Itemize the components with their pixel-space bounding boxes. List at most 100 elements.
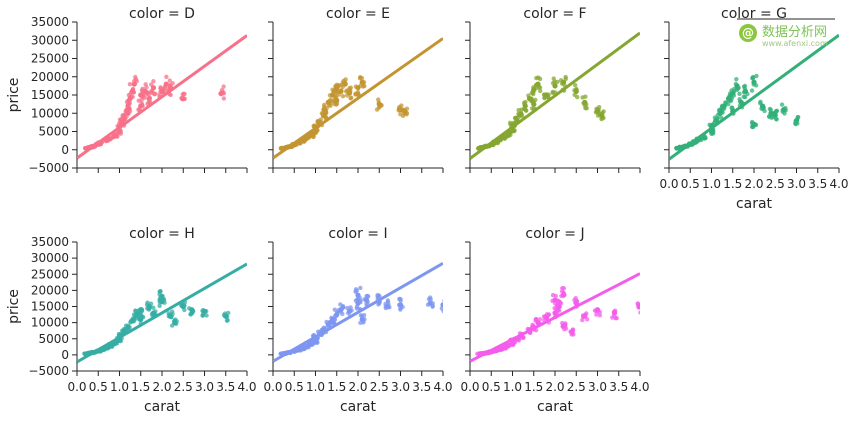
facet-panel: color = G 0.0 0.5 1.0 1.5 2.0 2.5 3.0 3.5 4.0 cara… (659, 6, 848, 212)
scatter-point-jitter (442, 299, 443, 303)
scatter-point-jitter (224, 318, 230, 323)
scatter-point (738, 99, 744, 105)
x-axis-label: carat (340, 399, 377, 415)
scatter-point (342, 81, 348, 87)
scatter-point (325, 99, 331, 105)
x-tick-label: 0.5 (482, 380, 501, 394)
x-tick-label: 2.0 (348, 380, 367, 394)
facet-title: color = J (525, 226, 584, 242)
scatter-point (376, 101, 382, 107)
scatter-point (573, 88, 579, 94)
x-tick-label: 0.0 (67, 380, 86, 394)
scatter-point (355, 300, 361, 306)
scatter-point (363, 297, 370, 303)
regression-line (470, 31, 640, 160)
watermark-url: www.afenxi.com (762, 39, 828, 48)
scatter-point (543, 315, 550, 321)
scatter-point-jitter (361, 313, 367, 318)
scatter-point (721, 103, 727, 109)
regression-line (77, 34, 247, 160)
x-tick-label: 1.0 (306, 380, 325, 394)
scatter-point (717, 110, 723, 116)
scatter-point (189, 307, 195, 313)
regression-line (470, 272, 640, 363)
y-tick-label: 15000 (31, 88, 69, 102)
x-tick-label: 1.0 (503, 380, 522, 394)
y-tick-label: 25000 (31, 267, 69, 281)
scatter-point-jitter (742, 83, 748, 89)
scatter-point (334, 97, 340, 104)
scatter-point-jitter (151, 79, 156, 84)
scatter-point (730, 90, 736, 96)
facet-title: color = I (328, 226, 387, 242)
y-tick-label: −5000 (28, 161, 69, 175)
scatter-point (150, 310, 157, 316)
scatter-point-jitter (583, 94, 588, 99)
scatter-point-jitter (375, 293, 380, 298)
scatter-point-jitter (348, 85, 353, 90)
scatter-point (556, 303, 562, 310)
scatter-point (121, 116, 127, 122)
plot-area (77, 34, 247, 160)
scatter-point-jitter (365, 293, 370, 299)
scatter-point (355, 85, 361, 91)
scatter-point (582, 313, 588, 319)
scatter-point (355, 292, 361, 298)
scatter-point-jitter (188, 312, 193, 317)
x-tick-label: 0.5 (285, 380, 304, 394)
x-tick-label: 1.5 (131, 380, 150, 394)
y-tick-label: 0 (61, 143, 69, 157)
scatter-point-jitter (167, 78, 172, 83)
scatter-point-jitter (358, 74, 363, 80)
scatter-point (201, 308, 208, 314)
scatter-point-jitter (749, 88, 755, 93)
scatter-point-jitter (572, 83, 578, 88)
x-tick-label: 3.0 (588, 380, 607, 394)
facet-panel: color = E (268, 6, 444, 173)
scatter-point (427, 300, 433, 306)
scatter-point (793, 117, 800, 124)
x-tick-label: 0.0 (263, 380, 282, 394)
scatter-point-jitter (573, 295, 578, 301)
scatter-point-jitter (779, 102, 785, 107)
scatter-point (385, 303, 391, 310)
scatter-point (531, 101, 537, 107)
x-tick-label: 0.0 (659, 177, 678, 191)
watermark-logo-icon (739, 24, 757, 42)
regression-line (77, 262, 247, 364)
x-tick-label: 0.5 (89, 380, 108, 394)
scatter-point-jitter (353, 92, 358, 97)
scatter-point (125, 110, 131, 116)
scatter-point (127, 96, 133, 102)
scatter-point (167, 313, 174, 319)
scatter-point-jitter (594, 312, 599, 317)
scatter-point (552, 297, 558, 303)
y-axis-label: price (6, 289, 22, 324)
x-tick-label: 2.0 (152, 380, 171, 394)
y-tick-label: 5000 (38, 125, 69, 139)
scatter-point (138, 307, 144, 313)
scatter-point (223, 313, 229, 319)
y-tick-label: 10000 (31, 316, 69, 330)
x-tick-label: 2.5 (766, 177, 785, 191)
scatter-point-jitter (362, 83, 367, 89)
scatter-point (138, 103, 144, 109)
scatter-point (346, 308, 353, 314)
scatter-point (397, 302, 404, 308)
scatter-point-jitter (133, 74, 138, 80)
scatter-point (594, 108, 601, 115)
y-tick-label: 30000 (31, 33, 69, 47)
x-tick-label: 4.0 (829, 177, 848, 191)
y-axis-label: price (6, 78, 22, 113)
scatter-point-jitter (537, 88, 543, 94)
scatter-point (329, 92, 336, 98)
scatter-point-jitter (610, 315, 615, 320)
scatter-point (772, 112, 778, 118)
x-tick-label: 2.0 (545, 380, 564, 394)
scatter-point (129, 318, 135, 324)
scatter-point-jitter (157, 303, 162, 309)
scatter-point (138, 316, 144, 322)
facet-panel: color = I 0.0 0.5 1.0 1.5 2.0 2.5 3.0 3.5 4.0 cara… (263, 226, 452, 415)
scatter-point (751, 79, 757, 85)
